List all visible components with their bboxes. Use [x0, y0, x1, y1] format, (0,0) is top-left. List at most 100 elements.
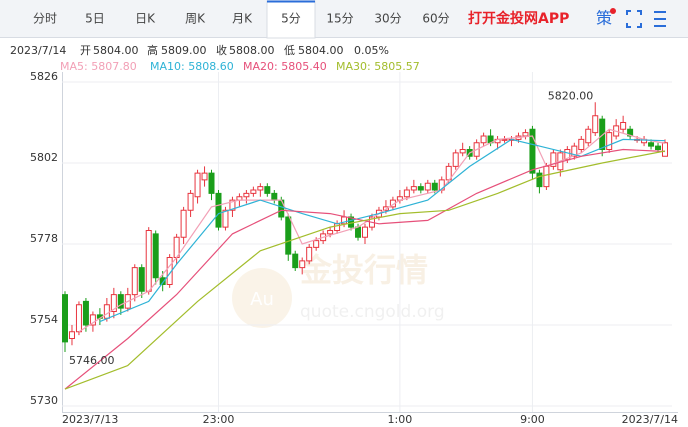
candle-body [403, 189, 410, 198]
toolbar [0, 0, 688, 38]
ma-line [64, 148, 666, 390]
candle-body [138, 267, 145, 292]
info-close-label: 收 [216, 43, 227, 57]
candle-body [522, 132, 529, 137]
tab[interactable]: 15分 [326, 12, 353, 26]
candle-body [264, 186, 271, 194]
legend: MA5: 5807.80 MA10: 5808.60 MA20: 5805.40 MA… [60, 60, 420, 73]
candle-body [62, 294, 68, 343]
active-tab [266, 0, 316, 39]
candle-body [187, 192, 194, 211]
candle-body [285, 216, 292, 255]
x-tick-label: 9:00 [520, 413, 545, 426]
candle-body [480, 135, 487, 144]
candle-body [578, 138, 585, 150]
tab[interactable]: 周K [185, 12, 206, 26]
watermark-url: quote.cngold.org [300, 302, 445, 322]
info-high: 5809.00 [161, 44, 207, 57]
candle-body [452, 152, 459, 167]
y-tick-label: 5778 [30, 232, 58, 245]
candle-body [208, 172, 215, 194]
candle-body [550, 152, 557, 167]
candle-body [152, 233, 159, 279]
candle-body [222, 209, 229, 228]
candle-body [655, 145, 662, 150]
candle-body [648, 142, 655, 147]
candle-body [292, 253, 299, 269]
candle-body [424, 182, 431, 191]
candle-body [501, 138, 508, 141]
candle-body [662, 142, 668, 157]
candle-body [599, 118, 606, 150]
candle-body [417, 186, 424, 191]
ma-line [99, 138, 666, 323]
info-open-label: 开 [80, 44, 91, 57]
info-low: 5804.00 [298, 44, 344, 57]
x-tick-label: 23:00 [203, 413, 235, 426]
info-date: 2023/7/14 [10, 44, 66, 57]
tab[interactable]: 60分 [422, 12, 449, 26]
fullscreen-icon[interactable] [626, 10, 642, 28]
candle-body [110, 294, 117, 312]
candle-body [431, 182, 438, 191]
candle-body [215, 192, 222, 228]
candle-body [606, 132, 613, 150]
tab[interactable]: 月K [232, 12, 253, 26]
ma-line [64, 150, 666, 390]
watermark-logo: Au [250, 289, 274, 310]
candle-body [145, 230, 152, 292]
strategy-icon[interactable]: 策 [596, 9, 612, 28]
watermark: Au 金投行情 quote.cngold.org [232, 251, 445, 328]
legend-item: MA10: 5808.60 [150, 60, 234, 73]
candle-body [313, 240, 320, 248]
candle-body [229, 199, 236, 211]
x-tick-label: 1:00 [388, 413, 413, 426]
candle-body [410, 186, 417, 191]
candle-body [592, 115, 599, 134]
candle-body [194, 172, 201, 198]
app-link[interactable]: 打开金投网APP [468, 10, 569, 27]
candle-body [250, 189, 257, 194]
candle-body [131, 267, 138, 296]
info-change: 0.05% [354, 44, 389, 57]
legend-item: MA30: 5805.57 [336, 60, 420, 73]
candle-body [299, 260, 306, 269]
tab[interactable]: 30分 [374, 12, 401, 26]
candle-body [68, 331, 75, 339]
candle-body [159, 277, 166, 285]
info-high-label: 高 [147, 43, 158, 57]
panel [0, 38, 688, 427]
tab[interactable]: 5日 [85, 12, 105, 26]
info-close: 5808.00 [229, 44, 275, 57]
candle-body [201, 172, 208, 181]
candle-body [117, 294, 124, 309]
candle-body [243, 192, 250, 198]
candle-body [89, 314, 96, 326]
info-open: 5804.00 [93, 44, 139, 57]
candle-body [334, 223, 341, 231]
candle-body [271, 192, 278, 201]
tab[interactable]: 日K [135, 12, 156, 26]
info-low-label: 低 [284, 44, 295, 57]
y-tick-label: 5826 [30, 70, 58, 83]
candle-body [257, 186, 264, 191]
candle-body [620, 122, 627, 130]
candle-body [627, 128, 634, 137]
tab[interactable]: 分时 [33, 12, 57, 26]
notify-dot [610, 8, 616, 14]
candle-body [536, 172, 543, 188]
legend-item: MA20: 5805.40 [243, 60, 327, 73]
candle-body [529, 128, 536, 174]
high-label: 5820.00 [548, 89, 594, 102]
candle-body [362, 226, 368, 238]
x-tick-label: 2023/7/14 [622, 413, 678, 426]
tab[interactable]: 5分 [281, 12, 301, 26]
settings-icon[interactable] [654, 11, 666, 27]
watermark-brand: 金投行情 [299, 251, 428, 289]
low-label: 5746.00 [69, 354, 115, 367]
candle-body [585, 128, 592, 144]
candle-body [180, 209, 187, 238]
legend-item: MA5: 5807.80 [60, 60, 137, 73]
info-line: 2023/7/14 开 5804.00 高 5809.00 收 5808.00 低 5804.0… [10, 43, 389, 57]
